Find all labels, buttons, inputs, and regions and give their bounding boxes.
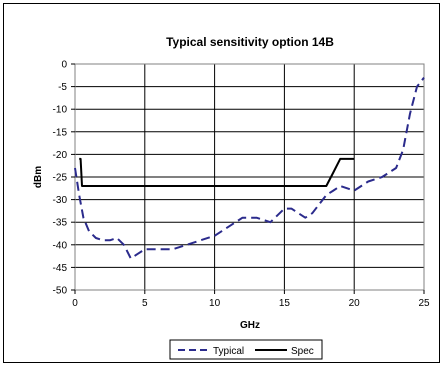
y-tick-label: -50 <box>53 286 68 297</box>
y-tick-label: -30 <box>53 195 68 206</box>
legend-label-typical: Typical <box>213 346 244 357</box>
chart-title: Typical sensitivity option 14B <box>166 35 334 49</box>
y-tick-label: 0 <box>61 60 67 71</box>
x-tick-label: 15 <box>279 298 291 309</box>
x-tick-label: 5 <box>142 298 148 309</box>
y-axis-label: dBm <box>33 166 44 188</box>
y-tick-label: -45 <box>53 263 68 274</box>
x-axis-label: GHz <box>240 320 260 331</box>
x-tick-label: 25 <box>418 298 430 309</box>
series-line-spec <box>79 157 355 187</box>
x-tick-label: 0 <box>72 298 78 309</box>
y-tick-label: -25 <box>53 173 68 184</box>
series-line-typical <box>74 76 425 260</box>
x-tick-label: 10 <box>209 298 221 309</box>
y-tick-label: -10 <box>53 105 68 116</box>
y-tick-label: -40 <box>53 240 68 251</box>
y-tick-label: -5 <box>58 82 67 93</box>
y-axis: 0 -5 -10 -15 -20 -25 -30 -35 -40 -45 -50 <box>53 60 75 297</box>
series-lines <box>74 76 425 260</box>
legend-label-spec: Spec <box>291 346 314 357</box>
y-tick-label: -35 <box>53 218 68 229</box>
x-tick-label: 20 <box>349 298 361 309</box>
y-tick-label: -15 <box>53 127 68 138</box>
y-tick-label: -20 <box>53 150 68 161</box>
legend-box <box>169 339 323 360</box>
x-axis: 0 5 10 15 20 25 <box>72 290 430 309</box>
